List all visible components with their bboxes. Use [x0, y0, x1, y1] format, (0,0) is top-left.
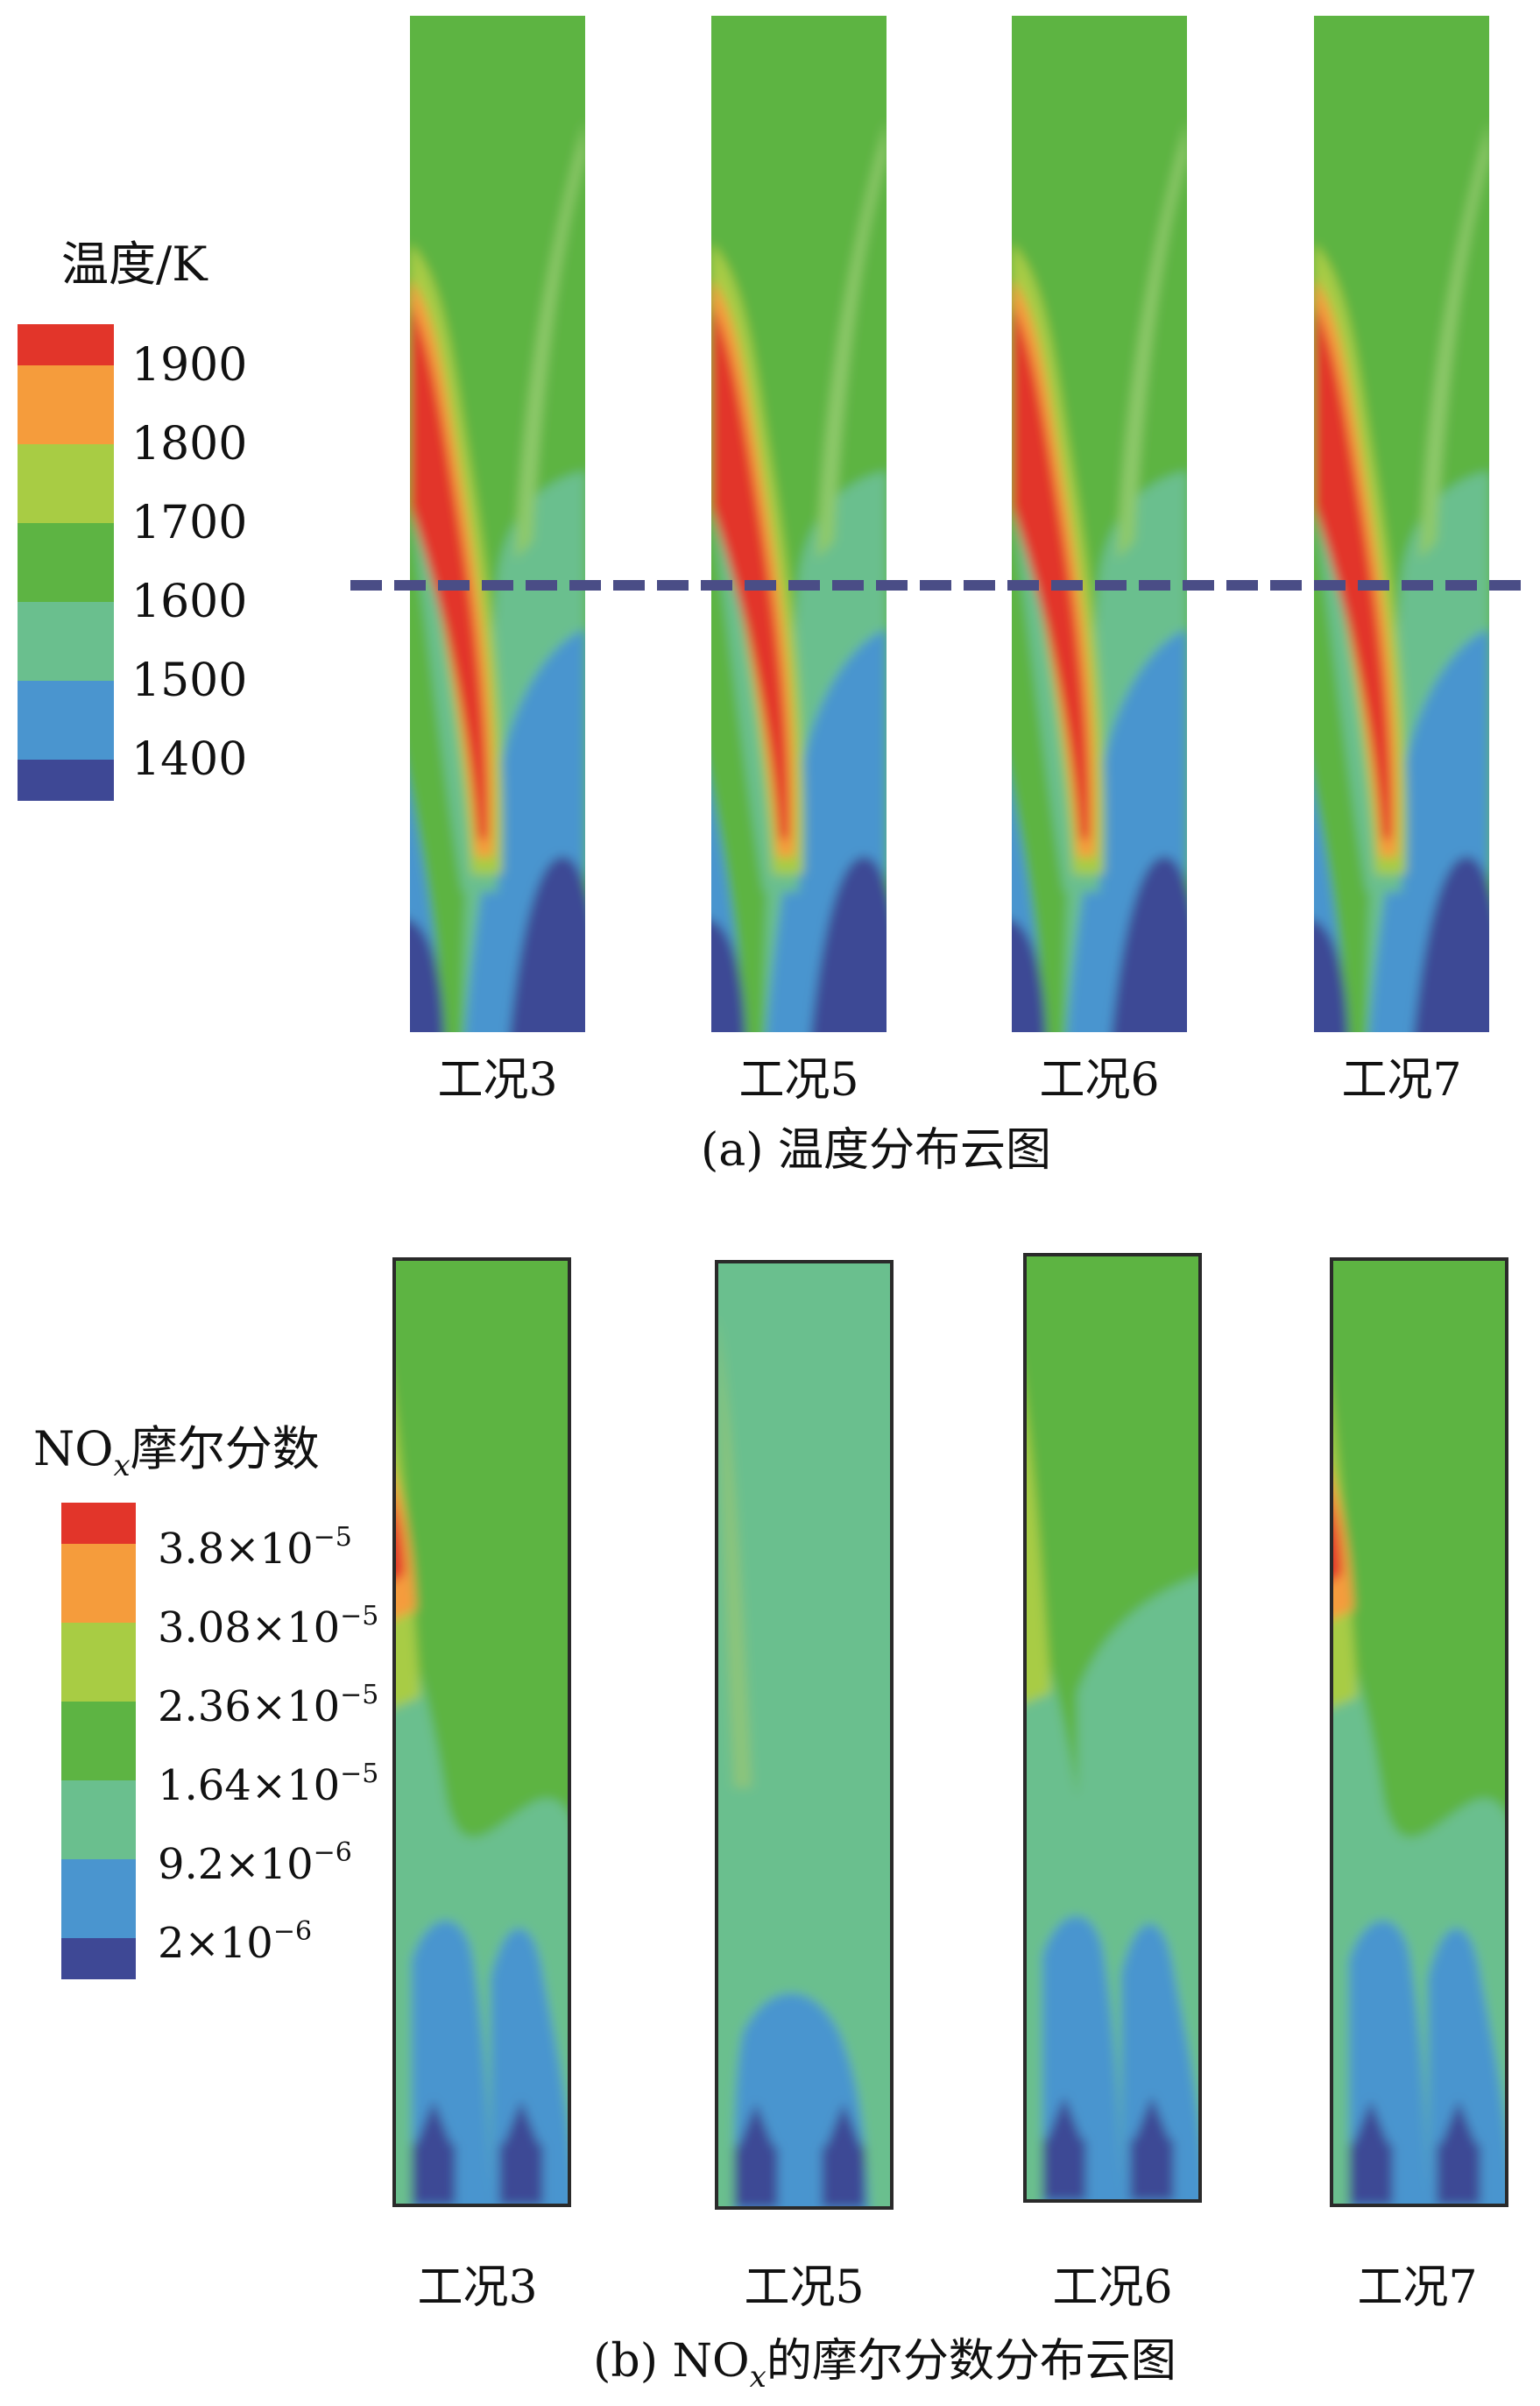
nox-legend-swatch-1 — [61, 1503, 136, 1544]
temp-contour-case-7 — [1314, 16, 1489, 1032]
nox-legend-label-1: 3.8×10−5 — [158, 1522, 352, 1574]
nox-legend-swatch-6 — [61, 1859, 136, 1938]
temp-legend-swatch-4 — [18, 523, 114, 602]
nox-legend: NOx摩尔分数 3.8×10−5 3.08×10−5 2.36×10−5 1.6… — [33, 1421, 378, 1979]
nox-case-label-7: 工况7 — [1357, 2261, 1477, 2314]
temp-legend-label-5: 1500 — [131, 655, 247, 707]
nox-legend-title: NOx摩尔分数 — [33, 1421, 320, 1483]
temp-legend-label-4: 1600 — [131, 576, 247, 628]
nox-legend-label-3: 2.36×10−5 — [158, 1680, 378, 1731]
temp-legend-swatch-6 — [18, 681, 114, 760]
temp-contour-case-5 — [711, 16, 887, 1032]
temp-contour-case-3 — [410, 16, 585, 1032]
nox-case-label-6: 工况6 — [1052, 2261, 1172, 2314]
nox-contour-case-5 — [715, 1260, 894, 2210]
nox-case-labels: 工况3 工况5 工况6 工况7 — [417, 2261, 1477, 2314]
nox-legend-swatch-2 — [61, 1544, 136, 1623]
temp-legend-label-6: 1400 — [131, 733, 247, 786]
nox-legend-swatch-4 — [61, 1702, 136, 1780]
temperature-legend: 温度/K 1900 1800 1700 1600 1500 1400 — [18, 237, 247, 801]
temp-legend-swatch-1 — [18, 324, 114, 365]
nox-legend-label-4: 1.64×10−5 — [158, 1759, 378, 1810]
nox-legend-swatch-5 — [61, 1780, 136, 1859]
temp-case-label-6: 工况6 — [1039, 1054, 1159, 1107]
temp-legend-label-2: 1800 — [131, 418, 247, 471]
temp-legend-swatch-2 — [18, 365, 114, 444]
nox-contour-case-3 — [392, 1257, 571, 2207]
temp-legend-label-3: 1700 — [131, 497, 247, 549]
nox-legend-swatch-3 — [61, 1623, 136, 1702]
temp-contour-case-6 — [1012, 16, 1187, 1032]
temp-case-label-7: 工况7 — [1341, 1054, 1461, 1107]
nox-case-label-3: 工况3 — [417, 2261, 537, 2314]
temp-case-label-3: 工况3 — [437, 1054, 557, 1107]
temperature-case-labels: 工况3 工况5 工况6 工况7 — [437, 1054, 1461, 1107]
nox-contours — [392, 1253, 1508, 2210]
temperature-contours — [410, 16, 1489, 1032]
nox-legend-label-5: 9.2×10−6 — [158, 1837, 352, 1889]
nox-case-label-5: 工况5 — [744, 2261, 864, 2314]
temp-legend-swatch-5 — [18, 602, 114, 681]
nox-contour-case-6 — [1023, 1253, 1202, 2203]
temp-legend-label-1: 1900 — [131, 339, 247, 392]
temp-legend-swatch-7 — [18, 760, 114, 801]
nox-legend-label-6: 2×10−6 — [158, 1916, 312, 1968]
panel-a-caption: (a) 温度分布云图 — [701, 1124, 1051, 1177]
nox-legend-swatch-7 — [61, 1938, 136, 1979]
temp-case-label-5: 工况5 — [738, 1054, 858, 1107]
temp-legend-swatch-3 — [18, 444, 114, 523]
nox-legend-label-2: 3.08×10−5 — [158, 1601, 378, 1652]
panel-b-caption: (b) NOx的摩尔分数分布云图 — [593, 2335, 1176, 2395]
temperature-legend-title: 温度/K — [61, 237, 208, 292]
nox-contour-case-7 — [1330, 1257, 1508, 2207]
